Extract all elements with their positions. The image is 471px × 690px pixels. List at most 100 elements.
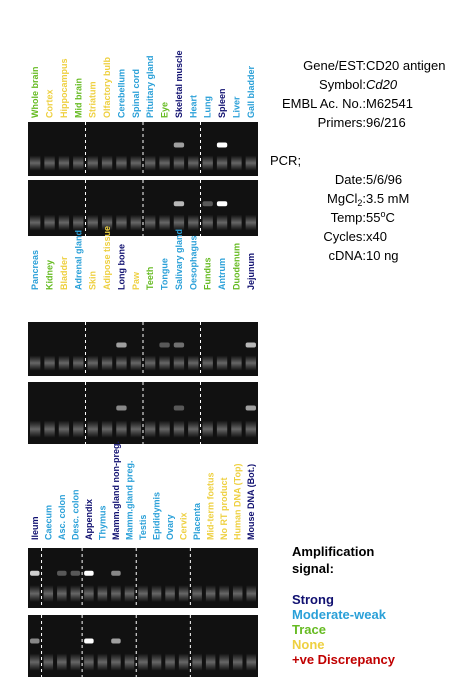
primer-smear [138, 585, 148, 602]
pcr-band [173, 201, 185, 207]
lane-label: Jejunum [246, 253, 256, 290]
primer-smear [101, 355, 113, 371]
primer-smear [231, 155, 242, 171]
lane-label: Whole brain [30, 67, 40, 119]
lane-label: Ileum [30, 516, 40, 540]
info-label: Date: [335, 172, 366, 187]
primer-smear [116, 155, 127, 171]
pcr-band [111, 570, 121, 576]
pcr-band [173, 342, 185, 348]
primer-smear [30, 653, 40, 671]
primer-smear [73, 420, 84, 438]
legend-item: Moderate-weak [292, 607, 387, 622]
lane-label: Paw [131, 271, 141, 290]
primer-smear [44, 420, 55, 438]
primer-smear [245, 420, 256, 438]
lane-label: Placenta [192, 502, 202, 540]
pcr-band [173, 142, 185, 148]
primer-smear [188, 420, 199, 438]
lane-label: Fundus [203, 258, 213, 291]
info-label-part: : [362, 191, 366, 206]
lane-label: Desc. colon [70, 489, 80, 540]
pcr-band [245, 405, 256, 411]
primer-smear [205, 585, 216, 602]
primer-smear [159, 155, 170, 171]
info-value: 55oC [366, 209, 395, 225]
primer-smear [87, 155, 98, 171]
primer-smear [58, 155, 70, 171]
primer-smear [159, 214, 170, 231]
lane-label: Kidney [45, 260, 55, 290]
lane-label: Cortex [45, 89, 55, 118]
pcr-band [245, 342, 256, 348]
pcr-band [216, 201, 228, 207]
lane-label: Long bone [116, 244, 126, 290]
lane-label: Bladder [59, 256, 69, 290]
primer-smear [30, 155, 41, 171]
primer-smear [138, 653, 148, 671]
primer-smear [173, 420, 185, 438]
primer-smear [202, 420, 213, 438]
lane-label: Testis [138, 515, 148, 540]
info-value: CD20 antigen [366, 58, 446, 73]
lane-label: Pituitary gland [145, 55, 155, 118]
lane-label: Ovary [165, 514, 175, 540]
pcr-band [57, 570, 67, 576]
pcr-band [30, 638, 40, 644]
primer-smear [111, 653, 121, 671]
lane-label: Asc. colon [57, 494, 67, 540]
lane-label: Tongue [160, 258, 170, 290]
primer-smear [70, 653, 81, 671]
lane-label: Lung [203, 96, 213, 118]
primer-smear [232, 585, 243, 602]
pcr-band [116, 405, 127, 411]
lane-label: Epididymis [152, 492, 162, 540]
lane-label: Cerebellum [116, 69, 126, 118]
lane-label: Human DNA (Top) [233, 464, 243, 541]
primer-smear [192, 653, 202, 671]
primer-smear [231, 355, 242, 371]
lane-label: Pancreas [30, 250, 40, 290]
primer-smear [87, 420, 98, 438]
info-value: Cd20 [366, 77, 398, 92]
pcr-band [84, 570, 94, 576]
info-label: EMBL Ac. No.: [282, 96, 366, 111]
primer-smear [130, 155, 141, 171]
primer-smear [145, 214, 156, 231]
info-value: 5/6/96 [366, 172, 402, 187]
primer-smear [30, 214, 41, 231]
pcr-band [216, 142, 228, 148]
primer-smear [73, 355, 84, 371]
lane-label: Appendix [84, 499, 94, 540]
info-label: Cycles: [323, 229, 366, 244]
primer-smear [159, 420, 170, 438]
primer-smear [130, 355, 141, 371]
lane-label: Thymus [97, 505, 107, 540]
primer-smear [178, 653, 189, 671]
lane-label: Mamm.gland preg. [124, 460, 134, 540]
primer-smear [124, 585, 135, 602]
lane-label: Spleen [217, 88, 227, 118]
primer-smear [232, 653, 243, 671]
lane-label: Oesophagus [188, 235, 198, 290]
primer-smear [231, 420, 242, 438]
info-label: cDNA: [328, 248, 366, 263]
lane-label: Salivary gland [174, 229, 184, 290]
lane-label: Skeletal muscle [174, 50, 184, 118]
legend-item: None [292, 637, 325, 652]
primer-smear [58, 214, 70, 231]
primer-smear [30, 355, 41, 371]
primer-smear [44, 155, 55, 171]
lane-label: Olfactory bulb [102, 56, 112, 118]
lane-label: Mamm.gland non-preg. [111, 441, 121, 540]
primer-smear [30, 420, 41, 438]
primer-smear [73, 214, 84, 231]
primer-smear [173, 355, 185, 371]
primer-smear [151, 585, 162, 602]
primer-smear [30, 585, 40, 602]
primer-smear [58, 420, 70, 438]
info-label: Gene/EST: [303, 58, 366, 73]
primer-smear [43, 585, 54, 602]
info-value: 10 ng [366, 248, 399, 263]
